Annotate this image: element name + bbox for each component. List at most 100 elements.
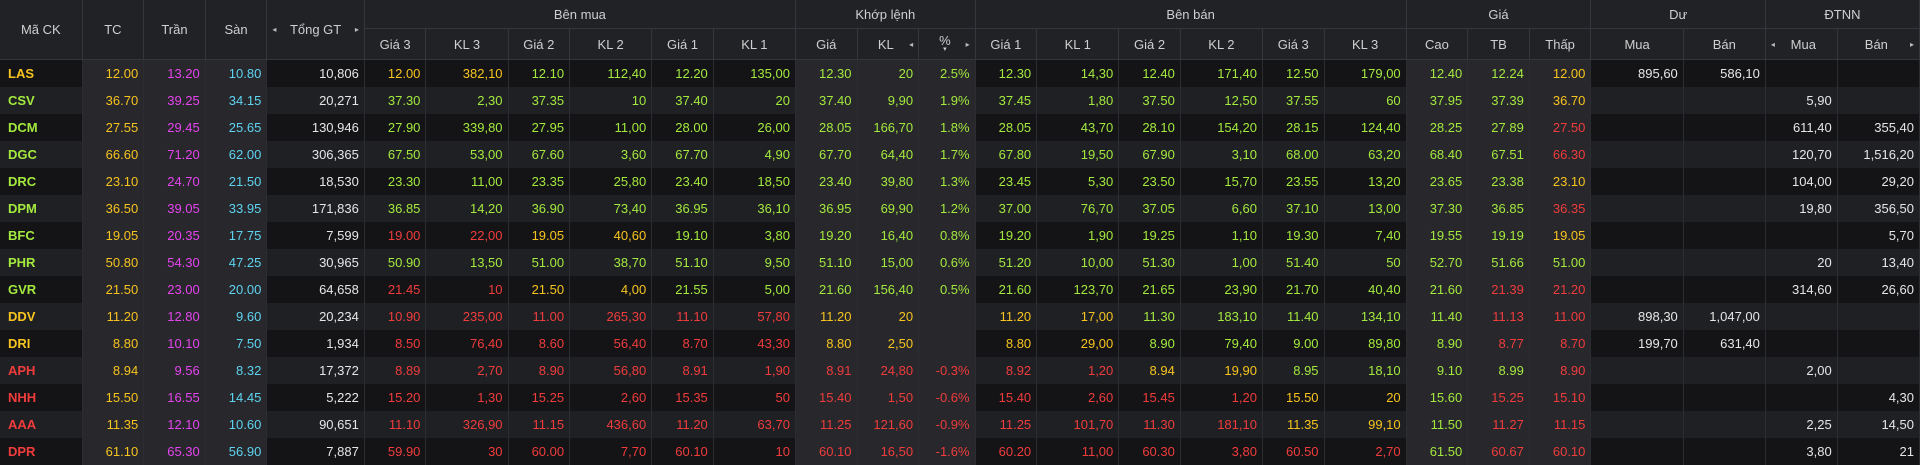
cell-symbol[interactable]: BFC xyxy=(0,222,82,249)
cell-symbol[interactable]: DRC xyxy=(0,168,82,195)
cell-symbol[interactable]: DGC xyxy=(0,141,82,168)
cell-total-value: 17,372 xyxy=(267,357,365,384)
cell-buy-vol1: 1,90 xyxy=(713,357,795,384)
cell-foreign-buy: 5,90 xyxy=(1765,87,1837,114)
toggle-left-icon[interactable]: ◂ xyxy=(909,40,913,49)
cell-buy-vol1: 20 xyxy=(713,87,795,114)
header-du-mua[interactable]: Mua xyxy=(1591,29,1683,60)
cell-low: 11.15 xyxy=(1529,411,1591,438)
header-buy-kl1[interactable]: KL 1 xyxy=(713,29,795,60)
cell-buy-price1: 67.70 xyxy=(652,141,714,168)
cell-buy-price3: 19.00 xyxy=(364,222,426,249)
cell-avg: 8.77 xyxy=(1468,330,1530,357)
header-thap[interactable]: Thấp xyxy=(1529,29,1591,60)
cell-ceiling: 9.56 xyxy=(144,357,206,384)
cell-total-value: 20,271 xyxy=(267,87,365,114)
cell-sell-vol3: 63,20 xyxy=(1324,141,1406,168)
header-ben-mua: Bên mua xyxy=(364,0,795,29)
header-nn-mua[interactable]: ◂ Mua xyxy=(1765,29,1837,60)
cell-symbol[interactable]: AAA xyxy=(0,411,82,438)
cell-sell-price3: 15.50 xyxy=(1262,384,1324,411)
cell-symbol[interactable]: DPM xyxy=(0,195,82,222)
header-tb[interactable]: TB xyxy=(1468,29,1530,60)
cell-foreign-sell: 13,40 xyxy=(1837,249,1919,276)
cell-symbol[interactable]: DCM xyxy=(0,114,82,141)
cell-foreign-sell: 14,50 xyxy=(1837,411,1919,438)
header-match-kl[interactable]: KL ◂ xyxy=(857,29,919,60)
cell-buy-vol3: 14,20 xyxy=(426,195,508,222)
cell-match-vol: 166,70 xyxy=(857,114,919,141)
cell-buy-price3: 15.20 xyxy=(364,384,426,411)
header-match-gia[interactable]: Giá xyxy=(795,29,857,60)
cell-symbol[interactable]: CSV xyxy=(0,87,82,114)
cell-buy-vol2: 7,70 xyxy=(570,438,652,465)
cell-symbol[interactable]: NHH xyxy=(0,384,82,411)
header-tc[interactable]: TC xyxy=(82,0,144,60)
cell-foreign-buy: 20 xyxy=(1765,249,1837,276)
header-sell-gia3[interactable]: Giá 3 xyxy=(1262,29,1324,60)
header-sell-kl2[interactable]: KL 2 xyxy=(1180,29,1262,60)
header-tong-gt[interactable]: ◂ Tổng GT ▸ xyxy=(267,0,365,60)
cell-total-value: 130,946 xyxy=(267,114,365,141)
cell-symbol[interactable]: APH xyxy=(0,357,82,384)
cell-match-price: 51.10 xyxy=(795,249,857,276)
nn-right-icon[interactable]: ▸ xyxy=(1910,40,1914,49)
cell-sell-vol2: 23,90 xyxy=(1180,276,1262,303)
header-sell-kl3[interactable]: KL 3 xyxy=(1324,29,1406,60)
cell-buy-price3: 11.10 xyxy=(364,411,426,438)
cell-symbol[interactable]: LAS xyxy=(0,60,82,88)
header-cao[interactable]: Cao xyxy=(1406,29,1468,60)
header-du-ban[interactable]: Bán xyxy=(1683,29,1765,60)
toggle-right-icon[interactable]: ▸ xyxy=(966,40,970,49)
header-buy-gia1[interactable]: Giá 1 xyxy=(652,29,714,60)
header-buy-gia2[interactable]: Giá 2 xyxy=(508,29,570,60)
cell-foreign-sell xyxy=(1837,303,1919,330)
header-ma-ck[interactable]: Mã CK xyxy=(0,0,82,60)
cell-match-price: 36.95 xyxy=(795,195,857,222)
cell-remain-sell xyxy=(1683,249,1765,276)
scroll-left-icon[interactable]: ◂ xyxy=(272,25,276,34)
cell-total-value: 1,934 xyxy=(267,330,365,357)
scroll-right-icon[interactable]: ▸ xyxy=(355,25,359,34)
cell-symbol[interactable]: PHR xyxy=(0,249,82,276)
header-match-pct[interactable]: % ▾ ▸ xyxy=(919,29,975,60)
sort-desc-icon[interactable]: ▾ xyxy=(943,47,947,53)
cell-buy-price1: 28.00 xyxy=(652,114,714,141)
cell-symbol[interactable]: DPR xyxy=(0,438,82,465)
cell-floor: 10.60 xyxy=(205,411,267,438)
cell-symbol[interactable]: GVR xyxy=(0,276,82,303)
cell-buy-price2: 51.00 xyxy=(508,249,570,276)
cell-sell-price1: 28.05 xyxy=(975,114,1037,141)
cell-sell-vol2: 6,60 xyxy=(1180,195,1262,222)
header-san[interactable]: Sàn xyxy=(205,0,267,60)
cell-ref: 11.20 xyxy=(82,303,144,330)
cell-symbol[interactable]: DRI xyxy=(0,330,82,357)
header-buy-kl3[interactable]: KL 3 xyxy=(426,29,508,60)
header-sell-kl1[interactable]: KL 1 xyxy=(1037,29,1119,60)
cell-floor: 17.75 xyxy=(205,222,267,249)
header-sell-gia1[interactable]: Giá 1 xyxy=(975,29,1037,60)
header-buy-gia3[interactable]: Giá 3 xyxy=(364,29,426,60)
cell-sell-vol3: 99,10 xyxy=(1324,411,1406,438)
cell-buy-price2: 21.50 xyxy=(508,276,570,303)
header-tran[interactable]: Trần xyxy=(144,0,206,60)
cell-symbol[interactable]: DDV xyxy=(0,303,82,330)
header-buy-kl2[interactable]: KL 2 xyxy=(570,29,652,60)
header-sell-gia2[interactable]: Giá 2 xyxy=(1119,29,1181,60)
header-nn-ban[interactable]: Bán ▸ xyxy=(1837,29,1919,60)
